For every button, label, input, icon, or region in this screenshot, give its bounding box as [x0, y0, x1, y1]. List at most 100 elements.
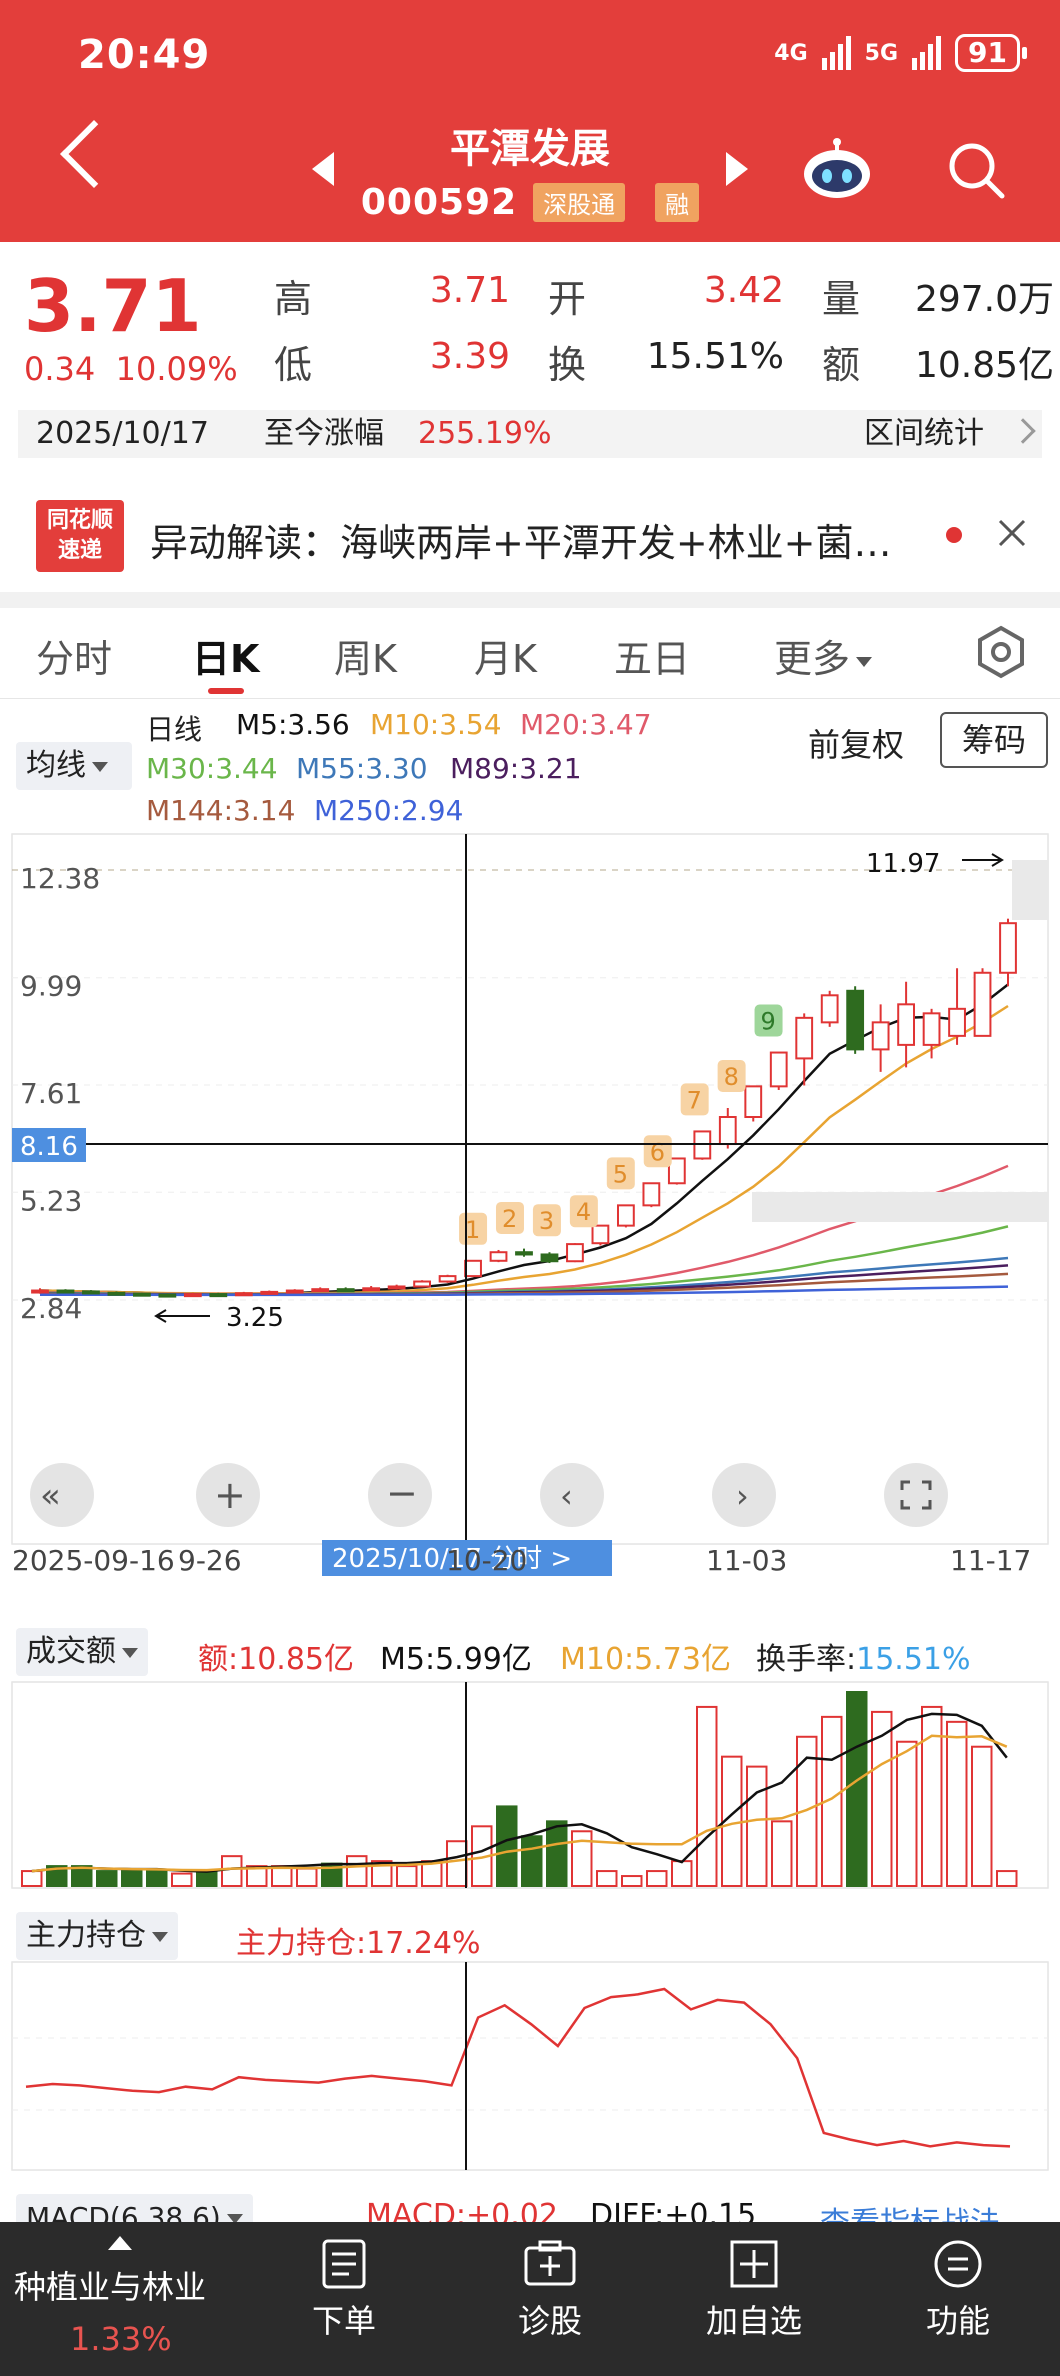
- main-force-chart[interactable]: [0, 1960, 1060, 2172]
- volume-bar: [696, 1705, 718, 1887]
- step-forward-button[interactable]: [712, 1463, 776, 1527]
- next-stock-icon[interactable]: [726, 152, 748, 186]
- volume-bar: [121, 1870, 143, 1887]
- candle: [438, 1274, 457, 1283]
- macd-indicator-button[interactable]: MACD(6,38,6): [16, 2194, 253, 2222]
- high-value: 3.71: [429, 270, 510, 311]
- limit-up-count: 7: [687, 1086, 702, 1114]
- chevron-right-icon: ›: [736, 1477, 749, 1515]
- ma250-label: M250:2.94: [314, 794, 464, 827]
- news-banner[interactable]: 同花顺 速递 异动解读：海峡两岸+平潭开发+林业+菌…: [0, 480, 1060, 590]
- high-label: 高: [274, 277, 313, 321]
- candle: [591, 1224, 610, 1246]
- volume-m5-legend: M5:5.99亿: [380, 1642, 532, 1677]
- main-force-line: [25, 1987, 1011, 2148]
- ma10-label: M10:3.54: [370, 708, 502, 741]
- chevron-down-icon: [856, 656, 873, 667]
- chip-distribution-button[interactable]: 筹码: [940, 712, 1048, 768]
- x-tick-label: 2025-09-16: [12, 1544, 175, 1577]
- y-tick-label: 9.99: [20, 970, 82, 1003]
- ma89-label: M89:3.21: [450, 752, 582, 785]
- limit-up-count-badge: 5: [606, 1157, 635, 1190]
- crosshair-date-label: 2025/10/17 分时 >: [332, 1544, 572, 1574]
- macd-diff: DIFF:+0.15: [590, 2198, 757, 2222]
- candle: [667, 1157, 686, 1185]
- limit-up-count-badge: 3: [532, 1204, 561, 1237]
- low-label: 低: [274, 343, 313, 387]
- main-force-indicator-button[interactable]: 主力持仓: [16, 1912, 178, 1960]
- plus-icon: +: [214, 1473, 246, 1517]
- volume-bar: [871, 1710, 893, 1888]
- stock-name: 平潭发展: [450, 126, 610, 172]
- volume-bar: [771, 1820, 793, 1887]
- volume-chart[interactable]: [0, 1680, 1060, 1890]
- candle: [846, 986, 865, 1054]
- y-tick-label: 7.61: [20, 1077, 82, 1110]
- search-icon[interactable]: [946, 140, 1006, 200]
- zoom-out-button[interactable]: [368, 1463, 432, 1527]
- fullscreen-button[interactable]: [884, 1463, 948, 1527]
- tab-monthly-k[interactable]: 月K: [474, 637, 537, 681]
- prev-stock-icon[interactable]: [312, 152, 334, 186]
- tab-more[interactable]: 更多: [774, 628, 873, 683]
- volume-bar: [971, 1745, 993, 1888]
- add-watchlist-button[interactable]: 加自选: [694, 2238, 814, 2342]
- x-tick-label: 10-20: [446, 1544, 527, 1577]
- tabs-divider: [0, 698, 1060, 699]
- crosshair-date-badge[interactable]: [322, 1540, 612, 1576]
- limit-up-count: 6: [650, 1138, 665, 1166]
- sector-name[interactable]: 种植业与林业: [14, 2268, 207, 2306]
- candle: [616, 1204, 635, 1228]
- volume-bar: [71, 1865, 93, 1888]
- limit-up-count: 8: [724, 1063, 739, 1091]
- y-tick-label: 5.23: [20, 1184, 82, 1217]
- volume-bar: [646, 1870, 668, 1887]
- network-4g-label: 4G: [774, 40, 808, 66]
- chevron-right-icon: [1010, 418, 1036, 444]
- zoom-in-button[interactable]: [196, 1463, 260, 1527]
- candle: [362, 1286, 381, 1292]
- candle: [693, 1130, 712, 1160]
- settings-icon[interactable]: [974, 625, 1028, 679]
- candle: [820, 990, 839, 1027]
- change-percent: 10.09%: [115, 350, 238, 388]
- tab-daily-k[interactable]: 日K: [192, 637, 260, 681]
- candle: [107, 1291, 126, 1296]
- volume-indicator-button[interactable]: 成交额: [16, 1628, 148, 1676]
- macd-row: MACD(6,38,6) MACD:+0.02 DIFF:+0.15 查看指标战…: [0, 2186, 1060, 2222]
- adjust-mode-label[interactable]: 前复权: [808, 726, 905, 764]
- expand-up-icon[interactable]: [108, 2236, 132, 2250]
- robot-assistant-icon[interactable]: [800, 136, 874, 200]
- tab-five-day[interactable]: 五日: [614, 637, 691, 681]
- candle: [540, 1252, 559, 1264]
- tab-weekly-k[interactable]: 周K: [334, 637, 397, 681]
- interval-stats-link[interactable]: 区间统计: [864, 416, 984, 451]
- candle: [183, 1292, 202, 1298]
- close-icon[interactable]: [994, 515, 1030, 551]
- candle: [795, 1013, 814, 1086]
- volume-bar: [46, 1865, 68, 1888]
- signal-icon-2: [912, 36, 942, 70]
- candle: [897, 981, 916, 1068]
- interval-row[interactable]: 2025/10/17 至今涨幅 255.19% 区间统计: [18, 410, 1042, 458]
- volume-bar: [521, 1835, 543, 1887]
- current-price: 3.71: [24, 264, 202, 348]
- ma-selector-button[interactable]: 均线: [16, 742, 132, 790]
- ma55-label: M55:3.30: [296, 752, 428, 785]
- candle: [336, 1287, 355, 1293]
- period-tabs: 分时 日K 周K 月K 五日 更多: [0, 612, 1060, 696]
- order-button[interactable]: 下单: [284, 2238, 404, 2342]
- indicator-strategy-link[interactable]: 查看指标战法: [820, 2198, 1000, 2222]
- change-amount: 0.34: [24, 350, 96, 388]
- candle: [973, 968, 992, 1037]
- arrow-left-icon: [154, 1309, 210, 1323]
- fast-back-button[interactable]: [30, 1463, 94, 1527]
- diagnose-button[interactable]: 诊股: [490, 2238, 610, 2342]
- functions-button[interactable]: 功能: [898, 2238, 1018, 2342]
- sector-change: 1.33%: [70, 2320, 172, 2358]
- amount-value: 10.85亿: [914, 345, 1054, 386]
- arrow-right-icon: [962, 853, 1004, 867]
- tab-intraday[interactable]: 分时: [36, 637, 113, 681]
- step-back-button[interactable]: [540, 1463, 604, 1527]
